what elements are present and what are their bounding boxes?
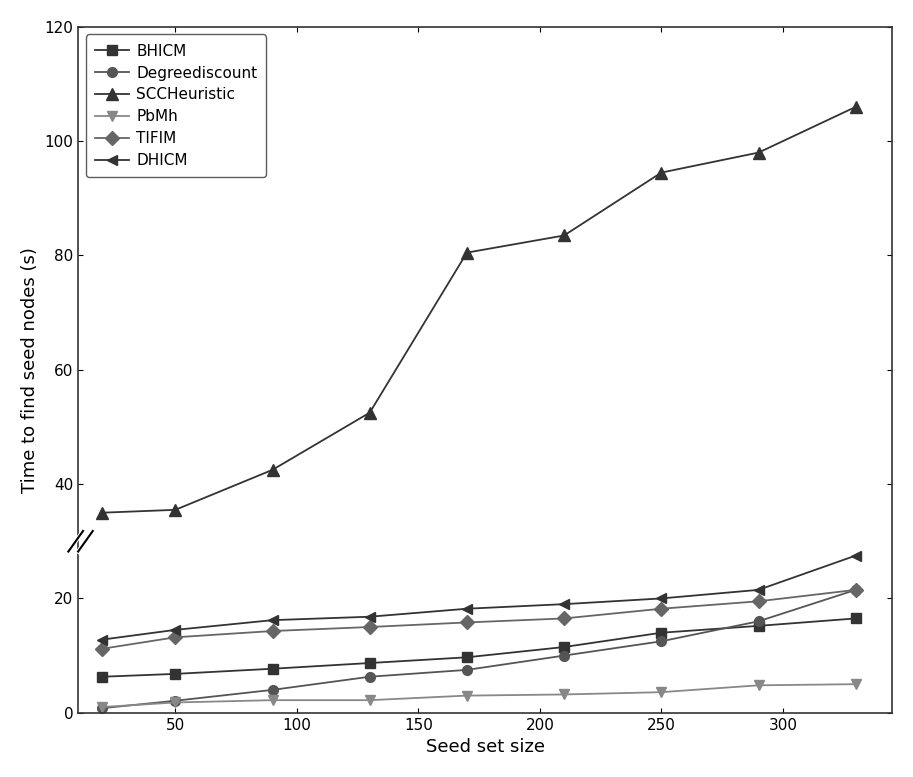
BHICM <box>170 669 181 678</box>
PbMh <box>656 688 666 697</box>
DHICM <box>170 625 181 635</box>
PbMh <box>170 698 181 707</box>
PbMh <box>364 695 375 705</box>
SCCHeuristic <box>656 168 666 177</box>
SCCHeuristic <box>364 408 375 417</box>
Degreediscount <box>364 672 375 681</box>
DHICM <box>364 612 375 622</box>
BHICM <box>364 658 375 667</box>
BHICM <box>97 672 108 681</box>
Degreediscount <box>97 703 108 713</box>
SCCHeuristic <box>97 508 108 517</box>
DHICM <box>753 585 764 594</box>
Degreediscount <box>850 585 861 594</box>
DHICM <box>559 600 570 609</box>
BHICM <box>850 614 861 623</box>
PbMh <box>850 680 861 689</box>
TIFIM <box>559 614 570 623</box>
Degreediscount <box>753 617 764 626</box>
Degreediscount <box>170 696 181 706</box>
PbMh <box>753 681 764 690</box>
BHICM <box>753 621 764 630</box>
TIFIM <box>170 632 181 642</box>
Legend: BHICM, Degreediscount, SCCHeuristic, PbMh, TIFIM, DHICM: BHICM, Degreediscount, SCCHeuristic, PbM… <box>86 34 267 177</box>
SCCHeuristic <box>753 148 764 157</box>
Line: SCCHeuristic: SCCHeuristic <box>97 101 861 518</box>
Degreediscount <box>559 651 570 660</box>
SCCHeuristic <box>850 103 861 112</box>
Y-axis label: Time to find seed nodes (s): Time to find seed nodes (s) <box>21 247 39 493</box>
DHICM <box>850 551 861 560</box>
DHICM <box>461 604 472 613</box>
Line: Degreediscount: Degreediscount <box>98 585 861 713</box>
PbMh <box>461 691 472 700</box>
SCCHeuristic <box>267 465 278 475</box>
SCCHeuristic <box>170 505 181 514</box>
SCCHeuristic <box>559 231 570 240</box>
TIFIM <box>850 585 861 594</box>
BHICM <box>461 653 472 662</box>
Line: BHICM: BHICM <box>98 614 861 681</box>
TIFIM <box>364 622 375 632</box>
BHICM <box>656 628 666 637</box>
Line: DHICM: DHICM <box>98 551 861 644</box>
DHICM <box>656 594 666 603</box>
Degreediscount <box>656 636 666 646</box>
BHICM <box>559 643 570 652</box>
TIFIM <box>753 597 764 606</box>
TIFIM <box>97 644 108 653</box>
TIFIM <box>461 618 472 627</box>
Line: PbMh: PbMh <box>98 679 861 712</box>
TIFIM <box>267 626 278 636</box>
Degreediscount <box>267 685 278 695</box>
Degreediscount <box>461 665 472 674</box>
PbMh <box>559 690 570 699</box>
PbMh <box>267 695 278 705</box>
X-axis label: Seed set size: Seed set size <box>425 738 545 756</box>
BHICM <box>267 664 278 674</box>
DHICM <box>267 615 278 625</box>
SCCHeuristic <box>461 248 472 257</box>
PbMh <box>97 702 108 712</box>
TIFIM <box>656 604 666 613</box>
DHICM <box>97 635 108 644</box>
Line: TIFIM: TIFIM <box>98 585 861 653</box>
